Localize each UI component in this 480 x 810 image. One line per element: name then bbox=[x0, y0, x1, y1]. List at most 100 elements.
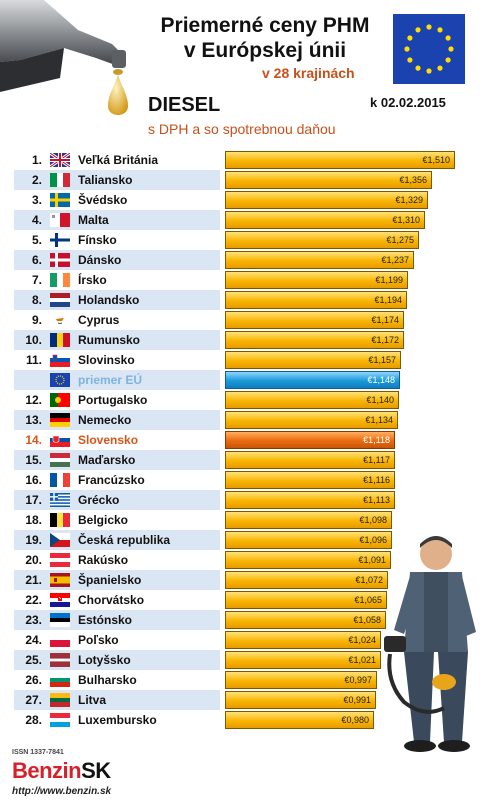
price-bar: €1,199 bbox=[225, 271, 408, 289]
table-row: 23. Estónsko €1,058 bbox=[14, 610, 474, 630]
table-row: 5. Fínsko €1,275 bbox=[14, 230, 474, 250]
country-label: Slovinsko bbox=[78, 353, 135, 367]
price-bar: €0,980 bbox=[225, 711, 374, 729]
rank-label: 15. bbox=[25, 453, 42, 467]
price-value-label: €1,275 bbox=[386, 235, 414, 245]
table-row: 17. Grécko €1,113 bbox=[14, 490, 474, 510]
table-row: 7. Írsko €1,199 bbox=[14, 270, 474, 290]
price-bar: €1,172 bbox=[225, 331, 404, 349]
country-label: Španielsko bbox=[78, 573, 142, 587]
price-bar: €1,174 bbox=[225, 311, 404, 329]
rank-label: 13. bbox=[25, 413, 42, 427]
country-label: Lotyšsko bbox=[78, 653, 131, 667]
eu-star-icon bbox=[415, 65, 421, 71]
eu-flag-icon bbox=[393, 14, 465, 84]
country-label: Poľsko bbox=[78, 633, 119, 647]
fuel-price-note: s DPH a so spotrebnou daňou bbox=[148, 121, 336, 137]
eu-flag-icon bbox=[50, 373, 70, 387]
eu-star-icon bbox=[407, 57, 413, 63]
issn-label: ISSN 1337-7841 bbox=[12, 749, 64, 756]
price-bar: €1,148 bbox=[225, 371, 400, 389]
rank-label: 6. bbox=[31, 253, 42, 267]
country-label: Grécko bbox=[78, 493, 120, 507]
price-bar: €1,237 bbox=[225, 251, 414, 269]
rank-label: 23. bbox=[25, 613, 42, 627]
country-label: Švédsko bbox=[78, 193, 128, 207]
spain-flag-icon bbox=[50, 573, 70, 587]
table-row: 15. Maďarsko €1,117 bbox=[14, 450, 474, 470]
country-label: Luxembursko bbox=[78, 713, 157, 727]
greece-flag-icon bbox=[50, 493, 70, 507]
rank-label: 2. bbox=[31, 173, 42, 187]
malta-flag-icon bbox=[50, 213, 70, 227]
uk-flag-icon bbox=[49, 151, 71, 169]
lithuania-flag-icon bbox=[50, 693, 70, 707]
price-value-label: €1,157 bbox=[368, 355, 396, 365]
country-label: Estónsko bbox=[78, 613, 133, 627]
country-label: Francúzsko bbox=[78, 473, 145, 487]
eu-star-icon bbox=[437, 65, 443, 71]
table-row: 12. Portugalsko €1,140 bbox=[14, 390, 474, 410]
rank-label: 12. bbox=[25, 393, 42, 407]
country-label: Maďarsko bbox=[78, 453, 136, 467]
germany-flag-icon bbox=[50, 413, 70, 427]
country-label: Dánsko bbox=[78, 253, 122, 267]
rank-label: 9. bbox=[31, 313, 42, 327]
price-value-label: €1,172 bbox=[371, 335, 399, 345]
logo-suffix-text: SK bbox=[81, 758, 111, 783]
hungary-flag-icon bbox=[50, 453, 70, 467]
price-value-label: €1,117 bbox=[363, 455, 390, 465]
rank-label: 4. bbox=[31, 213, 42, 227]
rank-label: 10. bbox=[25, 333, 42, 347]
croatia-flag-icon bbox=[50, 593, 70, 607]
price-bar: €1,065 bbox=[225, 591, 387, 609]
table-row: 18. Belgicko €1,098 bbox=[14, 510, 474, 530]
finland-flag-icon bbox=[50, 233, 70, 247]
price-value-label: €1,356 bbox=[399, 175, 427, 185]
benzinsk-logo: BenzinSK bbox=[12, 758, 111, 784]
rank-label: 16. bbox=[25, 473, 42, 487]
eu-star-icon bbox=[407, 35, 413, 41]
price-bar: €1,116 bbox=[225, 471, 395, 489]
country-label: Chorvátsko bbox=[78, 593, 145, 607]
price-bar: €1,024 bbox=[225, 631, 381, 649]
table-row: 24. Poľsko €1,024 bbox=[14, 630, 474, 650]
table-row: 2. Taliansko €1,356 bbox=[14, 170, 474, 190]
country-label: Veľká Británia bbox=[78, 153, 158, 167]
cyprus-flag-icon bbox=[50, 313, 70, 327]
rank-label: 20. bbox=[25, 553, 42, 567]
fuel-nozzle-icon bbox=[0, 0, 128, 115]
price-value-label: €1,510 bbox=[422, 155, 450, 165]
website-link[interactable]: http://www.benzin.sk bbox=[12, 786, 112, 797]
rank-label: 5. bbox=[31, 233, 42, 247]
rank-label: 11. bbox=[25, 353, 42, 367]
table-row: 25. Lotyšsko €1,021 bbox=[14, 650, 474, 670]
price-bar: €1,329 bbox=[225, 191, 428, 209]
country-label: priemer EÚ bbox=[78, 373, 143, 387]
row-band bbox=[14, 230, 220, 250]
table-row: 13. Nemecko €1,134 bbox=[14, 410, 474, 430]
poland-flag-icon bbox=[50, 633, 70, 647]
table-row: 28. Luxembursko €0,980 bbox=[14, 710, 474, 730]
price-value-label: €1,091 bbox=[358, 555, 386, 565]
price-value-label: €0,980 bbox=[341, 715, 369, 725]
netherlands-flag-icon bbox=[50, 293, 70, 307]
country-label: Malta bbox=[78, 213, 109, 227]
country-label: Česká republika bbox=[78, 533, 171, 547]
table-row: 14. Slovensko €1,118 bbox=[14, 430, 474, 450]
price-value-label: €1,237 bbox=[381, 255, 409, 265]
eu-star-icon bbox=[415, 27, 421, 33]
logo-main-text: Benzin bbox=[12, 758, 82, 783]
denmark-flag-icon bbox=[50, 253, 70, 267]
belgium-flag-icon bbox=[50, 513, 70, 527]
rank-label: 21. bbox=[25, 573, 42, 587]
table-row: 9. Cyprus €1,174 bbox=[14, 310, 474, 330]
rank-label: 26. bbox=[25, 673, 42, 687]
price-date: k 02.02.2015 bbox=[370, 95, 446, 110]
rank-label: 8. bbox=[31, 293, 42, 307]
table-row: 3. Švédsko €1,329 bbox=[14, 190, 474, 210]
country-label: Holandsko bbox=[78, 293, 140, 307]
price-value-label: €1,310 bbox=[392, 215, 420, 225]
eu-star-icon bbox=[445, 35, 451, 41]
price-value-label: €1,098 bbox=[359, 515, 387, 525]
